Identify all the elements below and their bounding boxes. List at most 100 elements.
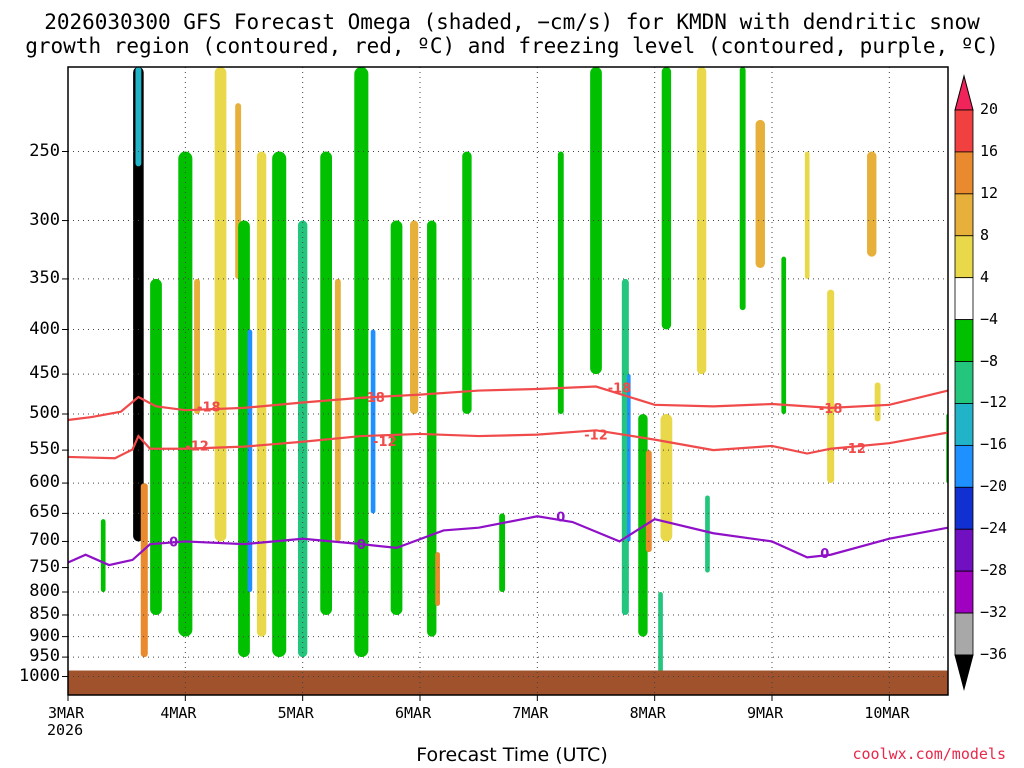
y-tick-label-500: 500	[29, 403, 60, 423]
omega-shading-5	[178, 151, 193, 637]
colorbar-label-11: −28	[980, 561, 1008, 580]
omega-shading-37	[781, 256, 787, 415]
x-tick-label-6MAR: 6MAR	[395, 704, 432, 722]
omega-shading-17	[370, 329, 376, 514]
plot-frame	[67, 66, 949, 696]
omega-shading-36	[755, 119, 765, 268]
colorbar-label-6: −8	[980, 351, 999, 370]
y-tick-label-800: 800	[29, 581, 60, 601]
contour-label-11: 0	[820, 547, 829, 562]
omega-shading-38	[804, 151, 810, 279]
colorbar-segment-7	[954, 361, 974, 404]
colorbar-label-2: 12	[980, 183, 999, 202]
omega-shading-21	[435, 552, 440, 606]
colorbar-label-1: 16	[980, 141, 999, 160]
omega-shading-39	[827, 289, 835, 484]
omega-shading-33	[696, 67, 707, 375]
omega-shading-35	[739, 67, 746, 311]
colorbar-segment-12	[954, 570, 974, 614]
omega-shading-0	[100, 519, 106, 593]
omega-shading-9	[238, 220, 250, 658]
contour-label-6: -12	[584, 429, 608, 444]
x-tick-label-8MAR: 8MAR	[629, 704, 666, 722]
omega-shading-31	[658, 592, 663, 673]
omega-shading-7	[214, 67, 227, 542]
x-axis-title: Forecast Time (UTC)	[416, 744, 608, 766]
omega-shading-29	[645, 450, 652, 553]
omega-shading-23	[499, 513, 506, 593]
omega-shading-27	[627, 374, 631, 542]
y-tick-label-750: 750	[29, 556, 60, 577]
colorbar-label-8: −16	[980, 435, 1008, 454]
colorbar-label-13: −36	[980, 645, 1008, 663]
colorbar-segment-11	[954, 528, 974, 572]
x-tick-label-3MAR: 3MAR	[48, 704, 85, 722]
colorbar-label-4: 4	[980, 267, 990, 286]
omega-shading-34	[705, 495, 710, 573]
x-year-label: 2026	[47, 721, 84, 739]
omega-shading-19	[410, 220, 419, 415]
omega-shading-14	[320, 151, 332, 615]
colorbar-label-9: −20	[980, 477, 1008, 496]
colorbar-top-arrow	[954, 74, 974, 111]
y-tick-label-350: 350	[29, 267, 60, 288]
contour-label-1: -18	[361, 391, 385, 406]
y-tick-label-650: 650	[29, 502, 60, 523]
colorbar-segment-4	[954, 235, 974, 279]
colorbar-label-5: −4	[980, 309, 999, 328]
omega-shading-13	[297, 220, 308, 658]
contour-line-1	[67, 429, 949, 460]
colorbar-label-12: −32	[980, 603, 1008, 622]
colorbar-label-10: −24	[980, 519, 1008, 538]
contour-line-0	[67, 385, 949, 422]
y-tick-label-250: 250	[29, 140, 60, 161]
contour-label-9: 0	[357, 538, 366, 553]
omega-shading-25	[590, 67, 602, 375]
ground-surface	[68, 670, 948, 695]
omega-shading-32	[661, 67, 672, 330]
omega-shading-41	[874, 382, 881, 422]
colorbar-segment-2	[954, 151, 974, 195]
colorbar-segment-10	[954, 486, 974, 530]
contour-label-8: 0	[169, 535, 178, 550]
omega-shading-2	[135, 67, 142, 167]
y-tick-label-850: 850	[29, 603, 60, 624]
y-tick-label-1000: 1000	[19, 665, 60, 686]
x-tick-label-7MAR: 7MAR	[512, 704, 549, 722]
contour-line-2	[67, 515, 949, 567]
credit-link[interactable]: coolwx.com/models	[852, 745, 1006, 763]
colorbar-segment-9	[954, 444, 974, 488]
colorbar-label-0: 20	[980, 100, 999, 118]
omega-shading-22	[462, 151, 472, 415]
omega-shading-10	[247, 329, 253, 593]
x-tick-label-10MAR: 10MAR	[864, 704, 910, 722]
omega-shading-40	[867, 151, 877, 257]
colorbar-segment-5	[954, 277, 974, 321]
omega-shading-30	[660, 414, 673, 542]
omega-shading-1	[133, 67, 144, 542]
y-tick-label-900: 900	[29, 625, 60, 646]
y-tick-label-700: 700	[29, 530, 60, 551]
omega-shading-15	[334, 278, 341, 542]
x-tick-label-9MAR: 9MAR	[747, 704, 784, 722]
contour-label-10: 0	[556, 510, 565, 525]
contour-label-2: -18	[608, 381, 632, 396]
colorbar-segment-13	[954, 612, 974, 656]
omega-shading-20	[427, 220, 437, 637]
omega-shading-16	[354, 67, 369, 658]
chart-title-line1: 2026030300 GFS Forecast Omega (shaded, −…	[44, 10, 980, 34]
y-tick-label-300: 300	[29, 209, 60, 230]
colorbar-segment-8	[954, 403, 974, 446]
y-tick-label-550: 550	[29, 439, 60, 460]
omega-shading-24	[557, 151, 564, 415]
colorbar-bottom-arrow	[954, 654, 974, 691]
colorbar-segment-1	[954, 109, 974, 153]
colorbar-label-7: −12	[980, 393, 1008, 412]
x-tick-label-5MAR: 5MAR	[277, 704, 314, 722]
contour-label-7: -12	[842, 442, 866, 457]
colorbar-segment-3	[954, 193, 974, 237]
contour-label-4: -12	[185, 439, 209, 454]
y-tick-label-400: 400	[29, 318, 60, 339]
y-tick-label-450: 450	[29, 363, 60, 384]
